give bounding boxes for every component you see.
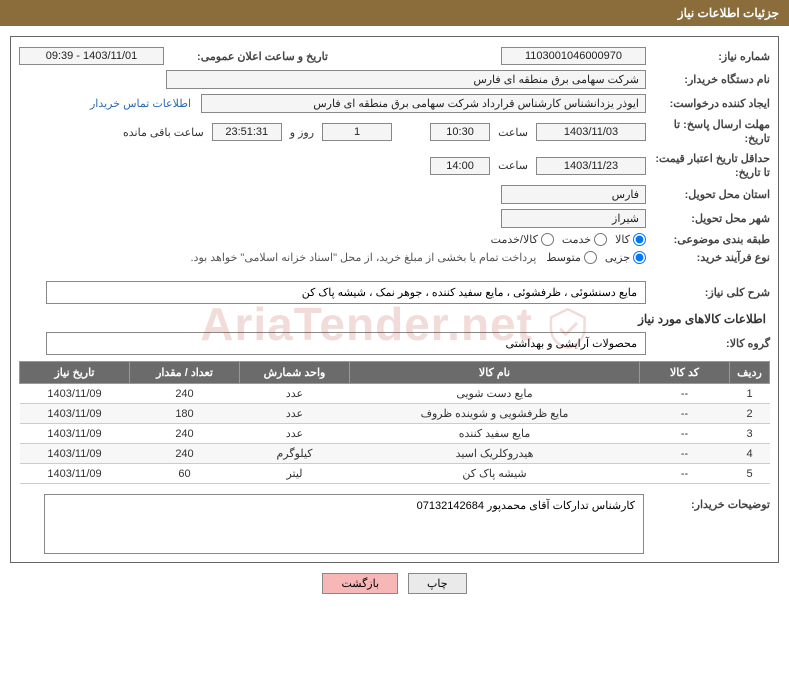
deadline-send-label: مهلت ارسال پاسخ: تا تاریخ: [650,118,770,147]
table-row: 2--مایع ظرفشویی و شوینده ظروفعدد1801403/… [20,404,770,424]
purchase-type-label: نوع فرآیند خرید: [650,251,770,264]
time-label-2: ساعت [494,159,532,172]
radio-goods-label: کالا [615,233,630,246]
cell-date: 1403/11/09 [20,384,130,404]
goods-table: ردیف کد کالا نام کالا واحد شمارش تعداد /… [19,361,770,484]
table-row: 4--هیدروکلریک اسیدکیلوگرم2401403/11/09 [20,444,770,464]
cell-row: 3 [730,424,770,444]
cell-unit: عدد [240,384,350,404]
cell-unit: لیتر [240,464,350,484]
group-value: محصولات آرایشی و بهداشتی [46,332,646,355]
contact-link[interactable]: اطلاعات تماس خریدار [90,97,197,110]
requester-value: ایوذر یزدانشناس کارشناس قرارداد شرکت سها… [201,94,646,113]
buyer-org-value: شرکت سهامی برق منطقه ای فارس [166,70,646,89]
buyer-org-label: نام دستگاه خریدار: [650,73,770,86]
validity-date: 1403/11/23 [536,157,646,175]
cell-qty: 180 [130,404,240,424]
cell-code: -- [640,384,730,404]
need-no-value: 1103001046000970 [501,47,646,65]
th-row: ردیف [730,362,770,384]
radio-both[interactable]: کالا/خدمت [491,233,554,246]
treasury-note: پرداخت تمام یا بخشی از مبلغ خرید، از محل… [191,251,543,264]
cell-name: مایع سفید کننده [350,424,640,444]
th-unit: واحد شمارش [240,362,350,384]
radio-partial[interactable]: جزیی [605,251,646,264]
cell-qty: 60 [130,464,240,484]
validity-label: حداقل تاریخ اعتبار قیمت: تا تاریخ: [650,152,770,181]
buyer-note-value: کارشناس تدارکات آقای محمدپور 07132142684 [44,494,644,554]
cell-name: هیدروکلریک اسید [350,444,640,464]
th-code: کد کالا [640,362,730,384]
countdown-suffix: ساعت باقی مانده [119,126,208,139]
cell-date: 1403/11/09 [20,464,130,484]
cell-row: 1 [730,384,770,404]
buyer-note-label: توضیحات خریدار: [650,494,770,511]
goods-info-header: اطلاعات کالاهای مورد نیاز [23,312,766,326]
days-remaining-num: 1 [322,123,392,141]
cell-date: 1403/11/09 [20,444,130,464]
cell-qty: 240 [130,424,240,444]
time-label-1: ساعت [494,126,532,139]
th-date: تاریخ نیاز [20,362,130,384]
th-qty: تعداد / مقدار [130,362,240,384]
cell-name: مایع دست شویی [350,384,640,404]
cell-unit: عدد [240,404,350,424]
th-name: نام کالا [350,362,640,384]
table-row: 3--مایع سفید کنندهعدد2401403/11/09 [20,424,770,444]
cell-qty: 240 [130,444,240,464]
city-value: شیراز [501,209,646,228]
province-value: فارس [501,185,646,204]
need-desc-label: شرح کلی نیاز: [650,286,770,299]
cell-code: -- [640,464,730,484]
radio-both-label: کالا/خدمت [491,233,538,246]
cell-name: مایع ظرفشویی و شوینده ظروف [350,404,640,424]
cell-date: 1403/11/09 [20,404,130,424]
requester-label: ایجاد کننده درخواست: [650,97,770,110]
cell-row: 2 [730,404,770,424]
announce-label: تاریخ و ساعت اعلان عمومی: [168,50,328,63]
need-desc-value: مایع دسنشوئی ، ظرفشوئی ، مایع سفید کننده… [46,281,646,304]
radio-service[interactable]: خدمت [562,233,607,246]
days-label: روز و [286,126,318,139]
table-row: 5--شیشه پاک کنلیتر601403/11/09 [20,464,770,484]
radio-medium[interactable]: متوسط [546,251,597,264]
cell-unit: عدد [240,424,350,444]
cell-name: شیشه پاک کن [350,464,640,484]
cell-code: -- [640,444,730,464]
need-no-label: شماره نیاز: [650,50,770,63]
category-label: طبقه بندی موضوعی: [650,233,770,246]
radio-partial-label: جزیی [605,251,630,264]
announce-value: 1403/11/01 - 09:39 [19,47,164,65]
table-row: 1--مایع دست شوییعدد2401403/11/09 [20,384,770,404]
page-title: جزئیات اطلاعات نیاز [0,0,789,26]
cell-unit: کیلوگرم [240,444,350,464]
cell-code: -- [640,404,730,424]
radio-service-label: خدمت [562,233,591,246]
group-label: گروه کالا: [650,337,770,350]
cell-code: -- [640,424,730,444]
cell-qty: 240 [130,384,240,404]
city-label: شهر محل تحویل: [650,212,770,225]
radio-medium-label: متوسط [546,251,581,264]
validity-time: 14:00 [430,157,490,175]
cell-date: 1403/11/09 [20,424,130,444]
cell-row: 5 [730,464,770,484]
deadline-send-date: 1403/11/03 [536,123,646,141]
cell-row: 4 [730,444,770,464]
province-label: استان محل تحویل: [650,188,770,201]
countdown: 23:51:31 [212,123,282,141]
deadline-send-time: 10:30 [430,123,490,141]
print-button[interactable]: چاپ [408,573,467,594]
back-button[interactable]: بازگشت [322,573,398,594]
radio-goods[interactable]: کالا [615,233,646,246]
